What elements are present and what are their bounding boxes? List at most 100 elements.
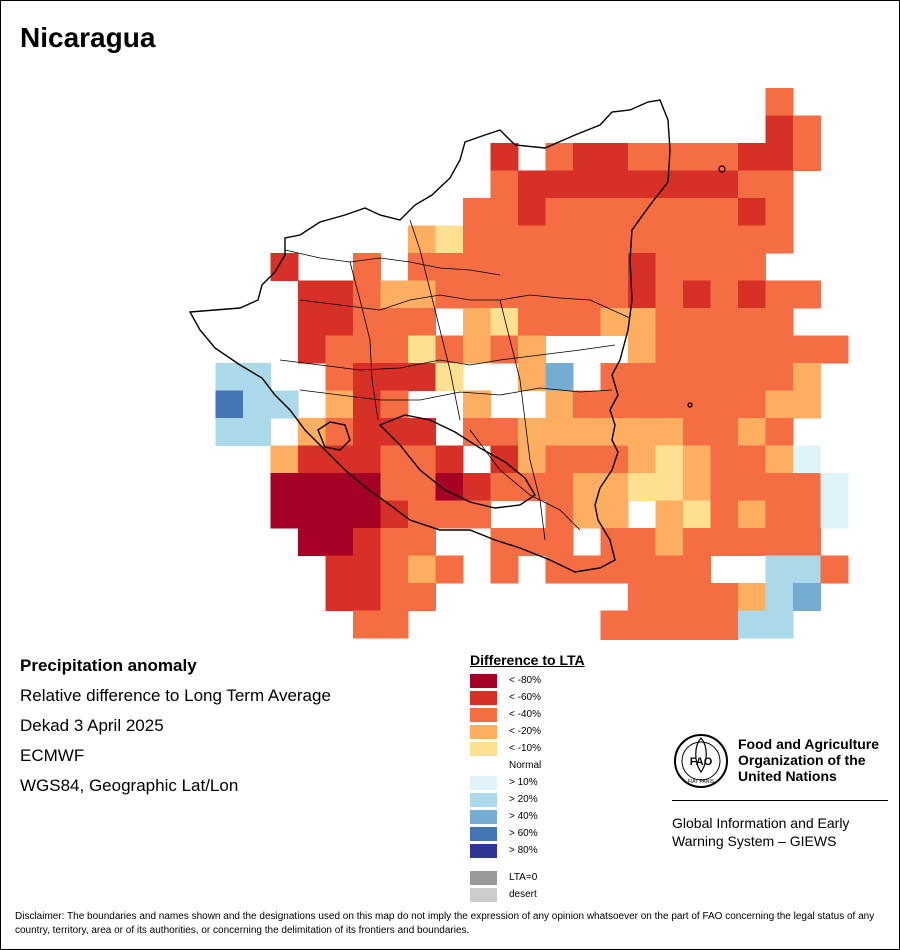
grid-cell — [655, 638, 684, 640]
grid-cell — [655, 363, 684, 391]
grid-cell — [353, 308, 381, 336]
grid-cell — [738, 225, 766, 254]
legend-label: > 20% — [509, 794, 538, 805]
grid-cell — [353, 610, 381, 639]
grid-cell — [683, 418, 711, 446]
grid-cell — [793, 500, 821, 529]
grid-cell — [738, 198, 766, 226]
legend-item: > 10% — [470, 775, 585, 792]
grid-cell — [738, 528, 766, 556]
grid-cell — [710, 198, 739, 226]
grid-cell — [683, 610, 711, 639]
legend-swatch — [470, 776, 497, 790]
grid-cell — [325, 528, 354, 556]
grid-cell — [380, 308, 409, 336]
grid-cell — [683, 583, 711, 611]
grid-cell — [793, 390, 821, 419]
grid-cell — [765, 225, 794, 254]
info-heading: Precipitation anomaly — [20, 656, 197, 675]
grid-cell — [545, 473, 574, 501]
islands — [687, 165, 726, 408]
grid-cell — [435, 500, 464, 529]
grid-cell — [490, 335, 519, 364]
grid-cell — [710, 473, 739, 501]
grid-cell — [683, 528, 711, 556]
grid-cell — [408, 528, 436, 556]
grid-cell — [683, 308, 711, 336]
fao-logo-block: FAO FIAT PANIS Food and Agriculture Orga… — [672, 732, 879, 795]
grid-cell — [710, 280, 739, 309]
grid-cell — [243, 418, 271, 446]
grid-cell — [490, 308, 519, 336]
legend-swatch — [470, 674, 497, 688]
grid-cell — [408, 363, 436, 391]
grid-cell — [463, 335, 491, 364]
grid-cell — [380, 390, 409, 419]
grid-cell — [628, 363, 656, 391]
grid-cell — [380, 335, 409, 364]
grid-cell — [628, 170, 656, 199]
grid-cell — [655, 198, 684, 226]
grid-cell — [683, 198, 711, 226]
grid-cell — [408, 473, 436, 501]
grid-cell — [325, 583, 354, 611]
grid-cell — [600, 170, 629, 199]
grid-cell — [765, 445, 794, 474]
grid-cell — [793, 445, 821, 474]
legend-extra-item: LTA=0 — [470, 870, 585, 887]
grid-cell — [463, 418, 491, 446]
nicaragua-outline — [188, 99, 671, 573]
grid-cell — [710, 610, 739, 639]
grid-cell — [518, 253, 546, 281]
island-corn — [718, 165, 726, 173]
grid-cell — [463, 280, 491, 309]
grid-cell — [655, 445, 684, 474]
grid-cell — [518, 335, 546, 364]
grid-cell — [243, 363, 271, 391]
grid-cell — [738, 253, 766, 281]
grid-cell — [710, 253, 739, 281]
grid-cell — [380, 583, 409, 611]
grid-cell — [628, 143, 656, 171]
grid-cell — [600, 198, 629, 226]
grid-cell — [600, 143, 629, 171]
legend-extra-label: LTA=0 — [509, 872, 538, 883]
disclaimer: Disclaimer: The boundaries and names sho… — [15, 911, 875, 936]
legend-extra-swatch — [470, 888, 497, 902]
island-keys — [687, 402, 693, 408]
grid-cell — [683, 143, 711, 171]
grid-cell — [573, 280, 601, 309]
grid-cell — [490, 198, 519, 226]
legend-swatch — [470, 742, 497, 756]
grid-cell — [793, 280, 821, 309]
grid-cell — [353, 445, 381, 474]
grid-cell — [655, 170, 684, 199]
legend-item: < -60% — [470, 690, 585, 707]
grid-cell — [738, 445, 766, 474]
department-borders — [279, 219, 631, 541]
grid-cell — [820, 473, 849, 501]
grid-cell — [408, 335, 436, 364]
grid-cell — [655, 583, 684, 611]
grid-cell — [765, 308, 794, 336]
svg-text:FAO: FAO — [690, 756, 713, 768]
grid-cell — [408, 445, 436, 474]
grid-cell — [380, 280, 409, 309]
grid-cell — [490, 280, 519, 309]
grid-cell — [380, 418, 409, 446]
legend-label: > 60% — [509, 828, 538, 839]
grid-cell — [490, 143, 519, 171]
grid-cell — [600, 363, 629, 391]
grid-cell — [655, 390, 684, 419]
grid-cell — [628, 638, 656, 640]
grid-cell — [545, 225, 574, 254]
grid-cell — [600, 500, 629, 529]
grid-cell — [353, 583, 381, 611]
grid-cell — [298, 473, 326, 501]
grid-cell — [408, 418, 436, 446]
grid-cell — [490, 225, 519, 254]
map-info: Precipitation anomaly Relative differenc… — [20, 656, 331, 806]
grid-cell — [710, 143, 739, 171]
grid-cell — [463, 390, 491, 419]
legend-swatch — [470, 725, 497, 739]
